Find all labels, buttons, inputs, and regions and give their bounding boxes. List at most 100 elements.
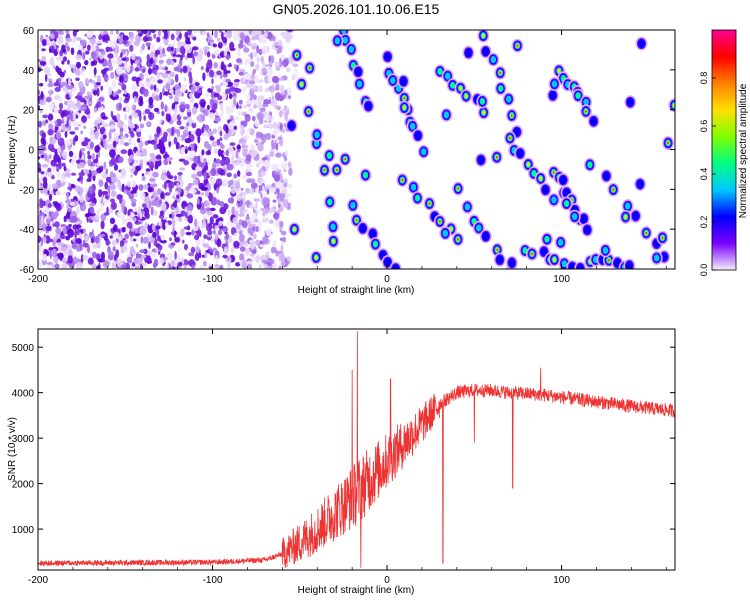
spectrogram-noise-cell [40, 154, 45, 159]
spectrogram-noise-cell [164, 263, 169, 269]
spectrogram-noise-cell [74, 229, 77, 239]
spectrogram-noise-cell [40, 91, 44, 100]
spectrogram-noise-cell [168, 213, 173, 219]
spectrogram-noise-cell [209, 216, 214, 225]
spectrogram-noise-cell [204, 252, 208, 259]
spectrogram-noise-cell [216, 187, 220, 194]
spectrogram-noise-cell [158, 59, 164, 64]
spectrogram-noise-cell [245, 58, 248, 67]
spectrogram-noise-cell [94, 145, 100, 153]
spectrogram-noise-cell [215, 255, 218, 264]
colorbar-label: Normalized spectral amplitude [738, 83, 749, 218]
spectrogram-noise-cell [170, 33, 175, 41]
spectrogram-noise-cell [204, 190, 209, 198]
spectrogram-track-blob [542, 185, 549, 195]
spectrogram-noise-cell [201, 149, 205, 156]
spectrogram-noise-cell [171, 260, 175, 267]
spectrogram-noise-cell [235, 116, 240, 121]
spectrogram-noise-cell [56, 171, 61, 178]
spectrogram-noise-cell [108, 64, 113, 71]
spectrogram-noise-cell [286, 87, 292, 96]
spectrogram-noise-cell [200, 66, 204, 71]
spectrogram-noise-cell [227, 119, 231, 124]
spectrogram-track-blob [464, 94, 468, 99]
spectrogram-noise-cell [242, 120, 248, 127]
spectrogram-noise-cell [53, 214, 57, 220]
spectrogram-noise-cell [129, 236, 133, 243]
spectrogram-noise-cell [38, 156, 41, 160]
spectrogram-noise-cell [38, 145, 41, 155]
spectrogram-noise-cell [280, 188, 288, 196]
spectrogram-track-blob [531, 252, 533, 256]
spectrogram-track-blob [498, 85, 503, 92]
snr-x-tick-label: 100 [553, 575, 570, 586]
spectrogram-noise-cell [137, 237, 140, 243]
colorbar-tick-label: 0.4 [699, 168, 709, 181]
spectrogram-track-blob [482, 110, 486, 115]
spectrogram-noise-cell [262, 210, 266, 217]
spectrogram-noise-cell [162, 222, 166, 231]
spectrogram-noise-cell [79, 201, 84, 206]
spectrogram-noise-cell [285, 67, 291, 73]
spectrogram-noise-cell [158, 61, 163, 71]
spectrogram-noise-cell [169, 237, 172, 242]
spectrogram-noise-cell [78, 176, 82, 180]
spectrogram-noise-cell [258, 225, 262, 234]
spectrogram-track-blob [496, 248, 499, 251]
spectrogram-noise-cell [59, 102, 63, 110]
spectrogram-noise-cell [226, 81, 234, 87]
spectrogram-noise-cell [170, 60, 175, 66]
spectrogram-noise-cell [63, 215, 67, 223]
snr-y-tick-label: 3000 [12, 434, 35, 445]
spectrogram-noise-cell [147, 45, 151, 50]
spectrogram-track-blob [476, 224, 482, 232]
spectrogram-noise-cell [185, 186, 191, 191]
spectrogram-noise-cell [204, 92, 210, 97]
spectrogram-noise-cell [257, 210, 260, 214]
spectrogram-noise-cell [147, 140, 152, 144]
spectrogram-noise-cell [39, 174, 43, 180]
spectrogram-noise-cell [211, 85, 214, 91]
spectrogram-noise-cell [187, 30, 192, 36]
spectrogram-noise-cell [245, 171, 253, 177]
spectrogram-noise-cell [269, 151, 275, 158]
spectrogram-noise-cell [212, 214, 219, 219]
spectrogram-noise-cell [192, 178, 199, 186]
spectrogram-noise-cell [66, 111, 69, 116]
spectrogram-noise-cell [78, 81, 84, 89]
spectrogram-noise-cell [242, 86, 247, 92]
figure-title: GN05.2026.101.10.06.E15 [273, 1, 440, 17]
spectrogram-noise-cell [237, 155, 241, 165]
spectrogram-noise-cell [101, 120, 105, 127]
spectrogram-noise-cell [167, 76, 172, 84]
spectrogram-noise-cell [38, 167, 42, 173]
spectrogram-noise-cell [95, 265, 101, 269]
spectrogram-noise-cell [54, 263, 60, 269]
spectrogram-noise-cell [101, 251, 105, 261]
spectrogram-track-blob [544, 236, 550, 242]
spectrogram-track-blob [561, 260, 568, 268]
spectrogram-track-blob [568, 262, 576, 269]
spectrogram-noise-cell [84, 59, 89, 66]
spectrogram-noise-cell [136, 128, 142, 133]
spectrogram-noise-cell [125, 102, 129, 112]
spectrogram-noise-cell [236, 194, 242, 202]
spectrogram-track-blob [335, 168, 338, 171]
spectrogram-noise-cell [124, 233, 130, 240]
spectrogram-noise-cell [157, 79, 163, 84]
spectrogram-noise-cell [60, 81, 68, 86]
spectrogram-noise-cell [206, 207, 211, 212]
spectrogram-noise-cell [275, 152, 282, 158]
spectrogram-track-blob [420, 148, 427, 156]
spectrogram-track-blob [444, 72, 451, 80]
snr-x-ticks: -200 -100 0 100 [28, 329, 667, 586]
spectrogram-noise-cell [262, 197, 269, 206]
spectrogram-noise-cell [239, 205, 243, 215]
spectrogram-noise-cell [68, 182, 71, 188]
spectrogram-noise-cell [139, 249, 146, 254]
spectrogram-noise-cell [54, 221, 60, 228]
spectrogram-noise-cell [196, 53, 203, 62]
spectrogram-noise-cell [55, 203, 62, 212]
spectrogram-noise-cell [196, 89, 202, 94]
spectrogram-noise-cell [156, 126, 161, 135]
